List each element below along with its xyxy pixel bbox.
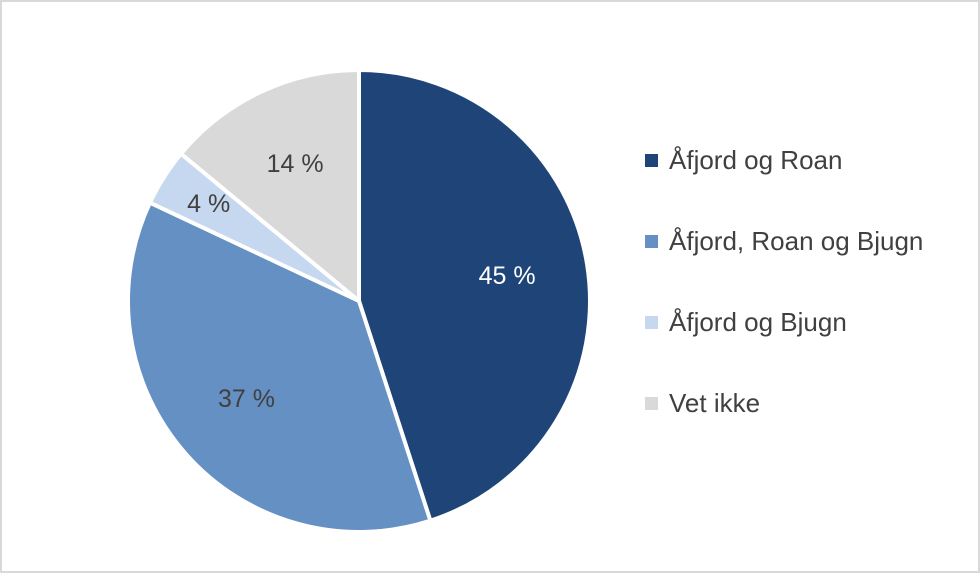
- data-label-afjord-roan-og-bjugn: 37 %: [218, 385, 275, 413]
- legend-label: Vet ikke: [669, 387, 761, 418]
- legend-label: Åfjord, Roan og Bjugn: [669, 225, 924, 256]
- legend-swatch-icon: [645, 153, 658, 167]
- data-label-afjord-og-bjugn: 4 %: [187, 190, 230, 218]
- data-label-vet-ikke: 14 %: [267, 150, 324, 178]
- legend: Åfjord og Roan Åfjord, Roan og Bjugn Åfj…: [645, 140, 923, 464]
- legend-swatch-icon: [645, 315, 658, 329]
- legend-item-afjord-roan-og-bjugn: Åfjord, Roan og Bjugn: [645, 221, 923, 261]
- data-label-afjord-og-roan: 45 %: [479, 262, 536, 290]
- legend-item-afjord-og-roan: Åfjord og Roan: [645, 140, 923, 180]
- legend-item-afjord-og-bjugn: Åfjord og Bjugn: [645, 302, 923, 342]
- pie-slice-afjord-roan-og-bjugn: [126, 200, 433, 534]
- legend-swatch-icon: [645, 234, 658, 248]
- legend-item-vet-ikke: Vet ikke: [645, 383, 923, 423]
- pie-slice-afjord-og-roan: [357, 68, 592, 523]
- pie-slice-vet-ikke: [179, 68, 361, 303]
- legend-label: Åfjord og Bjugn: [669, 306, 847, 337]
- legend-label: Åfjord og Roan: [669, 144, 843, 175]
- legend-swatch-icon: [645, 396, 658, 410]
